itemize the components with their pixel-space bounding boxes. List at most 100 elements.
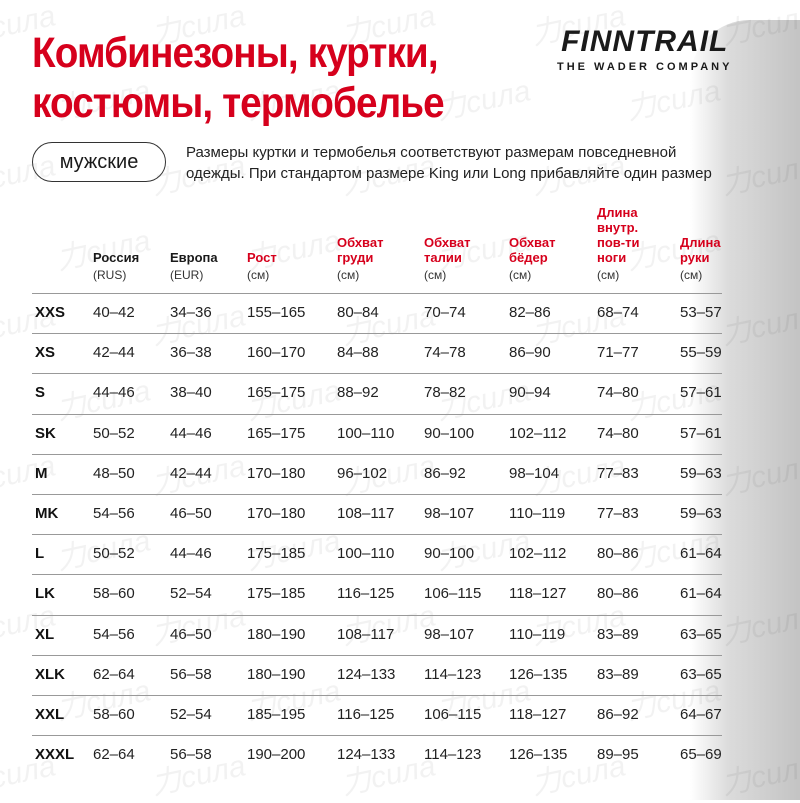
table-cell: 40–42 xyxy=(93,304,135,321)
table-cell: 96–102 xyxy=(337,464,388,482)
column-header: Длина руки (см) xyxy=(680,235,721,283)
table-cell: 62–64 xyxy=(93,665,135,683)
logo-tagline: THE WADER COMPANY xyxy=(557,61,733,73)
table-cell: 63–65 xyxy=(680,625,722,643)
table-cell: 86–92 xyxy=(424,464,466,482)
table-cell: 52–54 xyxy=(170,585,212,603)
table-cell: 59–63 xyxy=(680,464,722,482)
column-header: Обхват бёдер (см) xyxy=(509,235,555,283)
table-cell: 38–40 xyxy=(170,384,212,402)
row-divider xyxy=(32,413,722,415)
column-header: Европа (EUR) xyxy=(170,250,218,283)
table-cell: 124–133 xyxy=(337,746,396,764)
size-label: LK xyxy=(35,585,55,603)
header-text: руки xyxy=(680,250,710,265)
table-cell: 55–59 xyxy=(680,344,722,362)
table-cell: 56–58 xyxy=(170,665,212,683)
table-cell: 114–123 xyxy=(424,746,482,764)
size-label: XXXL xyxy=(35,746,75,764)
table-cell: 62–64 xyxy=(93,746,135,764)
header-text: Рост xyxy=(247,250,277,265)
page-title: Комбинезоны, куртки, костюмы, термобелье xyxy=(32,28,445,128)
header-unit: (см) xyxy=(680,268,703,282)
table-cell: 185–195 xyxy=(247,706,306,723)
table-cell: 118–127 xyxy=(509,706,567,723)
table-cell: 90–100 xyxy=(424,545,475,563)
header-text: Длина xyxy=(597,205,638,220)
size-label: S xyxy=(35,384,46,402)
size-label: L xyxy=(35,545,45,563)
logo-brand: FINNTRAIL xyxy=(561,25,729,58)
table-cell: 102–112 xyxy=(509,424,567,442)
row-divider xyxy=(32,654,722,656)
header-text: груди xyxy=(337,250,374,265)
header-unit: (EUR) xyxy=(170,268,204,282)
column-header: Длина внутр. пов-ти ноги (см) xyxy=(597,205,639,283)
table-cell: 83–89 xyxy=(597,625,639,643)
header-text: Россия xyxy=(93,250,140,265)
table-cell: 53–57 xyxy=(680,304,722,321)
header-text: Длина xyxy=(680,235,721,250)
table-cell: 116–125 xyxy=(337,585,395,603)
header-text: внутр. xyxy=(597,220,639,235)
table-cell: 114–123 xyxy=(424,665,482,683)
model-photo xyxy=(690,20,800,800)
table-cell: 108–117 xyxy=(337,625,395,643)
header-text: талии xyxy=(424,250,462,265)
table-cell: 124–133 xyxy=(337,665,396,683)
header-unit: (см) xyxy=(424,268,447,282)
table-cell: 65–69 xyxy=(680,746,722,764)
table-cell: 50–52 xyxy=(93,424,135,442)
table-cell: 82–86 xyxy=(509,304,551,321)
table-cell: 36–38 xyxy=(170,344,212,362)
table-cell: 48–50 xyxy=(93,464,135,482)
table-cell: 46–50 xyxy=(170,505,212,522)
header-text: Обхват xyxy=(424,235,471,250)
table-cell: 74–80 xyxy=(597,384,639,402)
table-cell: 160–170 xyxy=(247,344,306,362)
table-cell: 68–74 xyxy=(597,304,639,321)
table-cell: 54–56 xyxy=(93,505,135,522)
table-cell: 180–190 xyxy=(247,665,306,683)
table-cell: 88–92 xyxy=(337,384,379,402)
table-cell: 44–46 xyxy=(170,545,212,563)
table-cell: 59–63 xyxy=(680,505,722,522)
table-cell: 71–77 xyxy=(597,344,639,362)
header-unit: (см) xyxy=(247,268,270,282)
size-label: XS xyxy=(35,344,56,362)
row-divider xyxy=(32,494,722,495)
size-label: XLK xyxy=(35,665,65,683)
header-text: бёдер xyxy=(509,250,548,265)
row-divider xyxy=(32,373,722,375)
size-label: MK xyxy=(35,505,59,522)
table-cell: 165–175 xyxy=(247,424,306,442)
table-cell: 64–67 xyxy=(680,706,722,723)
table-cell: 78–82 xyxy=(424,384,466,402)
table-cell: 190–200 xyxy=(247,746,306,764)
table-cell: 180–190 xyxy=(247,625,306,643)
table-cell: 44–46 xyxy=(93,384,135,402)
header-text: Обхват xyxy=(337,235,384,250)
table-cell: 70–74 xyxy=(424,304,466,321)
table-cell: 100–110 xyxy=(337,545,395,563)
table-cell: 57–61 xyxy=(680,384,722,402)
table-cell: 126–135 xyxy=(509,746,568,764)
table-cell: 110–119 xyxy=(509,505,566,522)
column-header: Обхват талии (см) xyxy=(424,235,470,283)
table-cell: 58–60 xyxy=(93,585,135,603)
size-label: XXS xyxy=(35,304,66,321)
table-cell: 74–78 xyxy=(424,344,466,362)
table-cell: 46–50 xyxy=(170,625,212,643)
table-cell: 86–92 xyxy=(597,706,639,723)
table-cell: 80–86 xyxy=(597,545,639,563)
size-label: XXL xyxy=(35,706,65,723)
header-text: ноги xyxy=(597,250,627,265)
table-cell: 165–175 xyxy=(247,384,306,402)
row-divider xyxy=(32,735,722,737)
table-cell: 98–104 xyxy=(509,464,560,482)
size-label: M xyxy=(35,464,48,482)
category-badge: мужские xyxy=(32,142,166,182)
row-divider xyxy=(32,293,722,294)
table-cell: 106–115 xyxy=(424,706,482,723)
table-cell: 98–107 xyxy=(424,505,475,522)
